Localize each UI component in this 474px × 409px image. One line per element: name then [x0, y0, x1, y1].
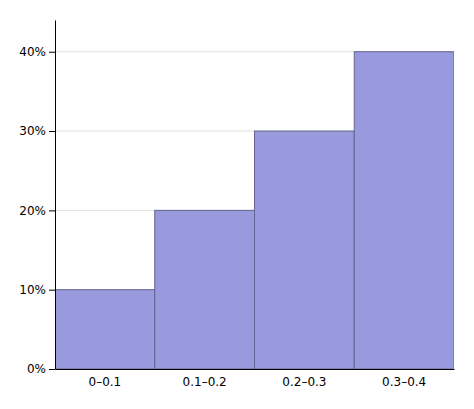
y-axis-line — [55, 21, 56, 370]
y-tick-label: 20% — [19, 204, 46, 218]
y-tick-label: 10% — [19, 283, 46, 297]
y-tick-label: 40% — [19, 45, 46, 59]
x-tick: 0.2–0.3 — [282, 375, 326, 389]
y-tick-label: 0% — [27, 362, 46, 376]
x-axis: 0–0.1 0.1–0.2 0.2–0.3 0.3–0.4 — [56, 370, 455, 389]
chart: 0–0.1 0.1–0.2 0.2–0.3 0.3–0.4 0% 10% 20% 30% 40% — [0, 0, 474, 409]
y-tick-mark — [49, 52, 55, 53]
y-tick-mark — [49, 290, 55, 291]
bar — [55, 290, 155, 369]
plot: 0–0.1 0.1–0.2 0.2–0.3 0.3–0.4 0% 10% 20% 30% 40% — [19, 21, 454, 389]
x-tick-label: 0.3–0.4 — [382, 375, 426, 389]
y-tick-mark — [49, 369, 55, 370]
y-tick-mark — [49, 131, 55, 132]
x-tick: 0.1–0.2 — [183, 375, 227, 389]
bars — [55, 52, 454, 369]
x-tick: 0.3–0.4 — [382, 375, 426, 389]
x-axis-line — [56, 369, 455, 370]
y-tick: 30% — [19, 124, 55, 138]
y-tick-label: 30% — [19, 124, 46, 138]
y-tick: 10% — [19, 283, 55, 297]
grid — [55, 52, 454, 369]
x-tick-label: 0–0.1 — [89, 375, 122, 389]
y-tick: 40% — [19, 45, 55, 59]
y-tick-mark — [49, 210, 55, 211]
y-tick: 0% — [27, 362, 55, 376]
bar — [255, 131, 355, 369]
x-tick-label: 0.2–0.3 — [282, 375, 326, 389]
x-tick-label: 0.1–0.2 — [183, 375, 227, 389]
y-axis: 0% 10% 20% 30% 40% — [19, 21, 55, 377]
x-tick: 0–0.1 — [89, 375, 122, 389]
bar — [155, 210, 255, 369]
bar — [354, 52, 454, 369]
y-tick: 20% — [19, 204, 55, 218]
